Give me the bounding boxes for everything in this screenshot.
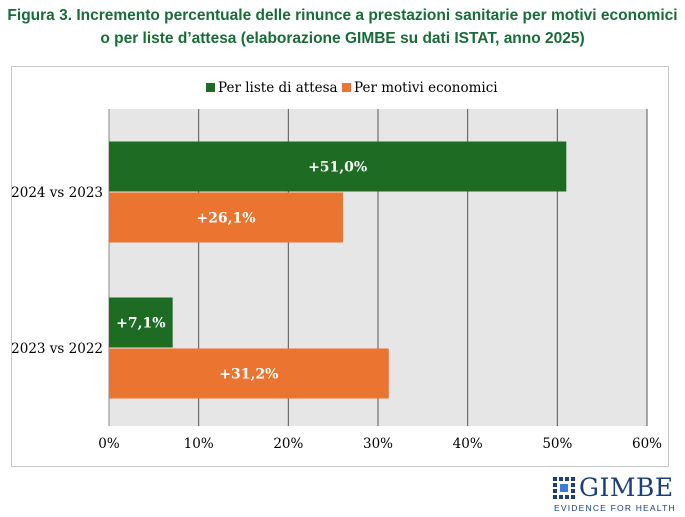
x-tick-label: 40% xyxy=(453,436,483,452)
data-label: +51,0% xyxy=(308,160,367,176)
x-tick-label: 0% xyxy=(98,436,120,452)
category-label: 2023 vs 2022 xyxy=(11,341,103,357)
data-label: +26,1% xyxy=(196,211,255,227)
logo-mark-icon xyxy=(553,477,575,499)
x-tick-label: 60% xyxy=(632,436,662,452)
x-tick-label: 30% xyxy=(363,436,393,452)
x-tick-label: 50% xyxy=(542,436,572,452)
legend-label: Per motivi economici xyxy=(354,80,498,96)
legend-label: Per liste di attesa xyxy=(218,80,338,96)
bar xyxy=(109,348,389,399)
bar xyxy=(109,192,344,243)
data-label: +7,1% xyxy=(116,316,165,332)
x-tick-label: 20% xyxy=(273,436,303,452)
title-line-1: Figura 3. Incremento percentuale delle r… xyxy=(7,7,678,24)
logo-tagline: EVIDENCE FOR HEALTH xyxy=(554,503,676,513)
chart-title: Figura 3. Incremento percentuale delle r… xyxy=(0,4,685,50)
bar xyxy=(109,297,173,348)
bar xyxy=(109,141,567,192)
gimbe-logo: GIMBE EVIDENCE FOR HEALTH xyxy=(553,473,675,515)
x-tick-label: 10% xyxy=(184,436,214,452)
legend-swatch xyxy=(342,83,351,92)
category-label: 2024 vs 2023 xyxy=(11,185,103,201)
title-line-2: o per liste d’attesa (elaborazione GIMBE… xyxy=(100,30,585,47)
data-label: +31,2% xyxy=(219,367,278,383)
legend-swatch xyxy=(206,83,215,92)
logo-wordmark: GIMBE xyxy=(579,473,674,502)
